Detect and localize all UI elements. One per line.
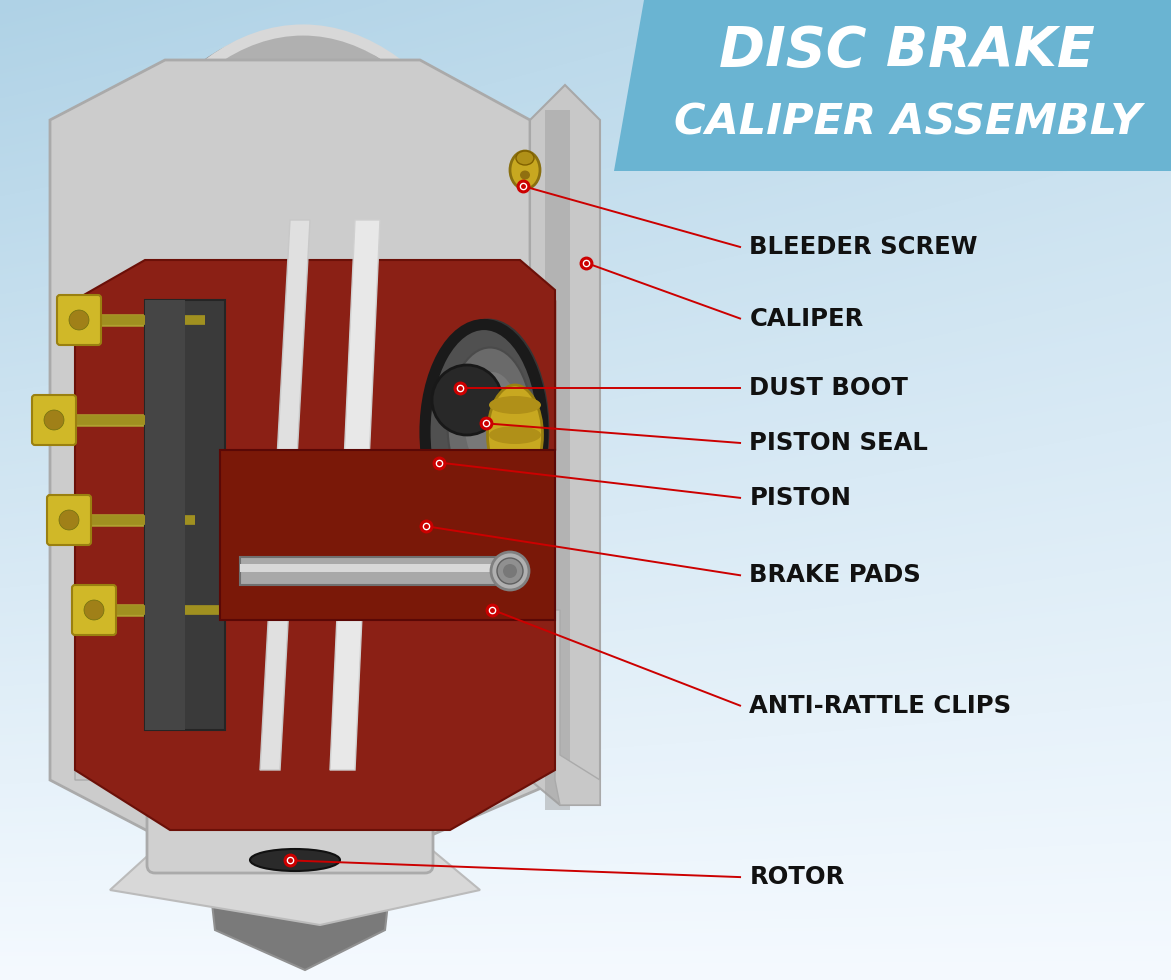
Polygon shape [75, 260, 555, 830]
Ellipse shape [489, 426, 541, 444]
Ellipse shape [489, 456, 541, 474]
Text: PISTON SEAL: PISTON SEAL [749, 431, 929, 455]
Polygon shape [330, 220, 381, 770]
Ellipse shape [372, 557, 427, 567]
Ellipse shape [372, 599, 427, 609]
FancyBboxPatch shape [47, 495, 91, 545]
Ellipse shape [123, 342, 207, 498]
Polygon shape [50, 60, 560, 840]
Text: BLEEDER SCREW: BLEEDER SCREW [749, 235, 978, 259]
Ellipse shape [427, 320, 548, 540]
Polygon shape [145, 300, 185, 730]
Polygon shape [614, 0, 1171, 171]
FancyBboxPatch shape [148, 787, 433, 873]
Ellipse shape [249, 342, 340, 498]
FancyBboxPatch shape [71, 585, 116, 635]
Circle shape [84, 600, 104, 620]
Ellipse shape [372, 473, 427, 483]
Text: ROTOR: ROTOR [749, 865, 844, 889]
Ellipse shape [432, 365, 502, 435]
Circle shape [69, 310, 89, 330]
Ellipse shape [520, 171, 530, 179]
Bar [240, 564, 505, 572]
Text: PISTON: PISTON [749, 486, 851, 510]
Ellipse shape [372, 347, 427, 357]
Polygon shape [196, 750, 405, 970]
Ellipse shape [249, 849, 340, 871]
Ellipse shape [465, 372, 520, 472]
Polygon shape [260, 220, 310, 770]
Ellipse shape [504, 564, 518, 578]
Ellipse shape [491, 552, 529, 590]
Text: DUST BOOT: DUST BOOT [749, 376, 909, 400]
Text: DISC BRAKE: DISC BRAKE [719, 24, 1095, 78]
FancyBboxPatch shape [57, 295, 101, 345]
Text: BRAKE PADS: BRAKE PADS [749, 564, 922, 587]
FancyBboxPatch shape [32, 395, 76, 445]
Text: CALIPER: CALIPER [749, 307, 864, 330]
Circle shape [59, 510, 78, 530]
Polygon shape [230, 300, 555, 450]
Ellipse shape [170, 232, 420, 667]
Ellipse shape [372, 389, 427, 399]
Ellipse shape [372, 431, 427, 441]
Ellipse shape [489, 396, 541, 414]
Polygon shape [145, 300, 225, 730]
Polygon shape [110, 840, 480, 925]
Text: ANTI-RATTLE CLIPS: ANTI-RATTLE CLIPS [749, 694, 1012, 717]
Ellipse shape [372, 515, 427, 525]
Ellipse shape [511, 151, 540, 189]
Bar [240, 557, 505, 585]
Ellipse shape [125, 155, 465, 745]
Ellipse shape [516, 151, 534, 165]
Ellipse shape [55, 30, 535, 870]
Ellipse shape [497, 558, 523, 584]
Ellipse shape [372, 305, 427, 315]
Circle shape [44, 410, 64, 430]
Ellipse shape [447, 348, 533, 503]
Polygon shape [530, 85, 600, 805]
Polygon shape [75, 610, 600, 805]
Text: CALIPER ASSEMBLY: CALIPER ASSEMBLY [673, 102, 1141, 144]
Polygon shape [220, 450, 555, 620]
Ellipse shape [141, 375, 190, 465]
Bar [545, 110, 570, 810]
Ellipse shape [215, 285, 375, 555]
Ellipse shape [100, 303, 230, 537]
Ellipse shape [487, 385, 542, 485]
